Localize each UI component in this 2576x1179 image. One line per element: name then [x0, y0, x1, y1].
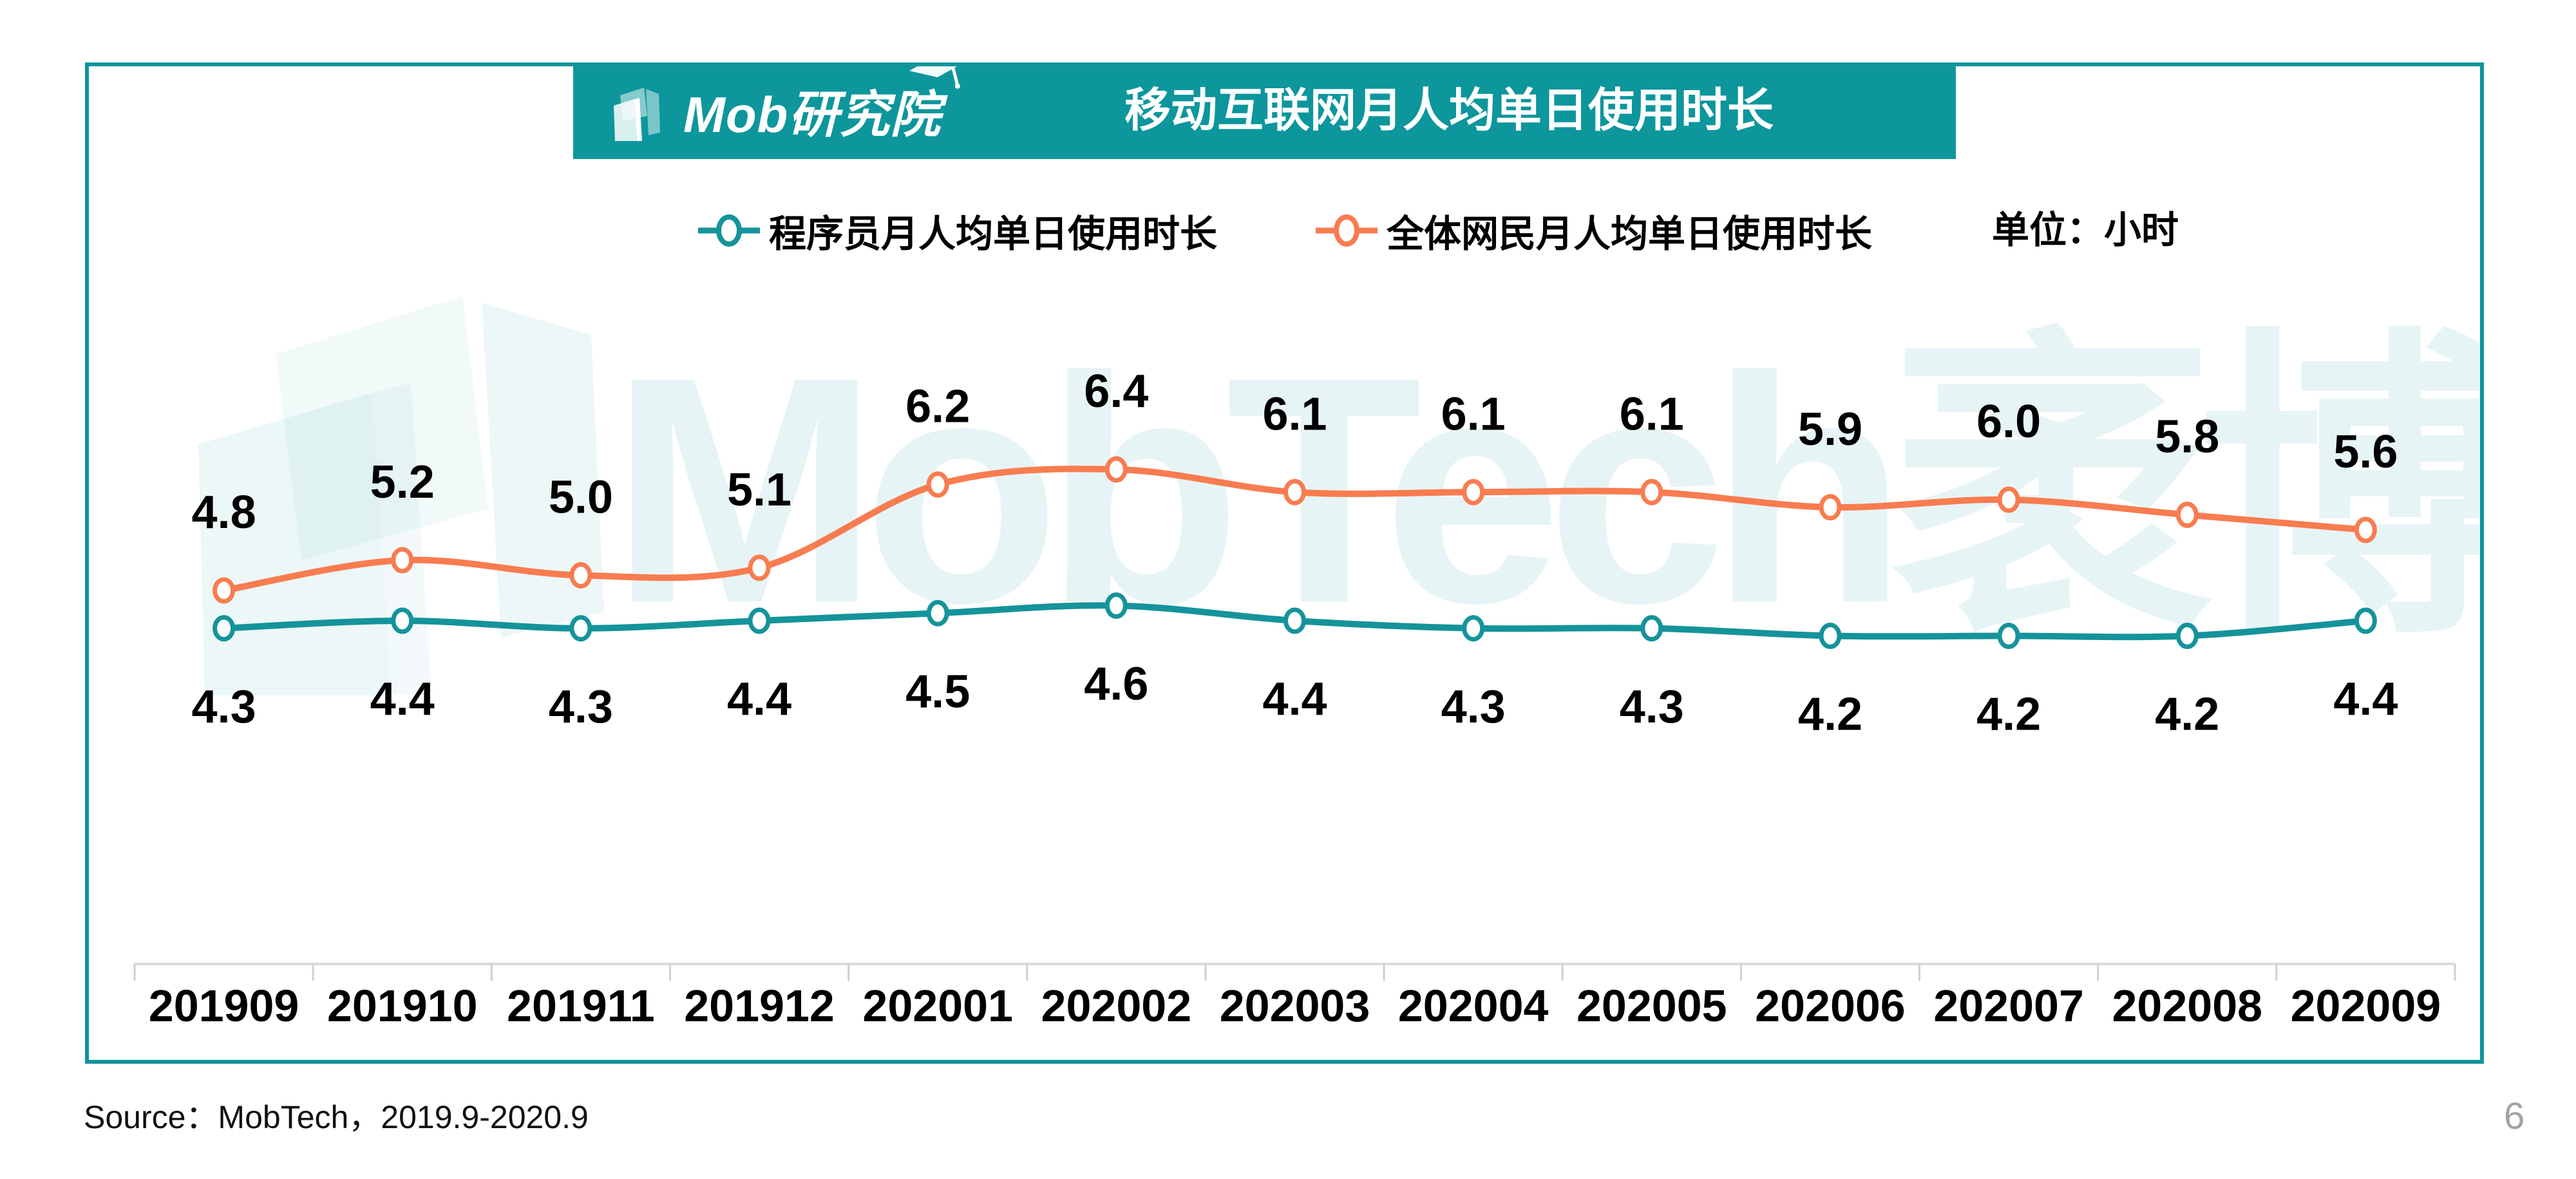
header-banner: Mob研究院 移动互联网月人均单日使用时长: [573, 66, 1956, 159]
data-point-marker: [2175, 623, 2199, 649]
data-point-marker: [748, 554, 771, 581]
x-axis-label: 201909: [149, 981, 299, 1031]
data-label: 5.8: [2155, 411, 2219, 463]
data-point-marker: [2354, 607, 2377, 634]
data-point-marker: [748, 607, 771, 634]
data-label: 4.8: [192, 487, 256, 538]
unit-label: 单位：小时: [1992, 209, 2179, 251]
data-label: 5.6: [2333, 426, 2398, 478]
page-title: 移动互联网月人均单日使用时长: [1124, 85, 1774, 137]
x-axis-label: 202007: [1933, 981, 2084, 1031]
data-point-marker: [1819, 494, 1842, 521]
data-point-marker: [391, 607, 414, 634]
x-axis-label: 201911: [507, 981, 655, 1031]
x-axis-label: 201912: [684, 981, 835, 1031]
data-label: 4.6: [1084, 659, 1148, 710]
data-label: 4.4: [1262, 674, 1327, 725]
data-label: 4.4: [370, 674, 435, 725]
data-label: 4.3: [1441, 681, 1506, 733]
data-label: 5.2: [370, 457, 435, 508]
line-chart: 201909 201910 201911 201912 202001 202002 2020…: [133, 366, 2456, 1031]
data-label: 5.9: [1798, 404, 1862, 455]
data-label: 4.2: [1798, 689, 1862, 740]
data-label: 6.1: [1262, 388, 1327, 440]
data-point-marker: [569, 615, 592, 642]
x-axis-label: 202003: [1220, 981, 1370, 1031]
data-label: 4.5: [905, 666, 970, 717]
legend-item-all-netizens: 全体网民月人均单日使用时长: [1314, 203, 1872, 258]
legend-label-all-netizens: 全体网民月人均单日使用时长: [1387, 213, 1873, 255]
source-note: Source：MobTech，2019.9-2020.9: [84, 1099, 589, 1135]
mob-research-logo: Mob研究院: [609, 66, 963, 146]
data-point-marker: [1640, 615, 1663, 642]
data-point-marker: [2354, 516, 2377, 543]
data-label: 4.2: [1976, 689, 2041, 740]
data-label: 6.4: [1084, 366, 1148, 417]
x-axis-label: 201910: [327, 981, 478, 1031]
orange-line-marker-icon: [1316, 214, 1378, 247]
data-point-marker: [1819, 623, 1842, 649]
data-label: 6.0: [1976, 396, 2041, 448]
data-label: 6.1: [1441, 388, 1506, 440]
page-number: 6: [2504, 1095, 2525, 1137]
legend-item-programmers: 程序员月人均单日使用时长: [697, 203, 1217, 258]
data-point-marker: [2175, 502, 2199, 528]
data-point-marker: [1997, 623, 2020, 649]
x-axis-label: 202001: [862, 981, 1013, 1031]
data-label: 4.4: [2333, 674, 2398, 725]
data-point-marker: [213, 577, 236, 604]
data-label: 4.3: [549, 681, 613, 733]
data-label: 6.2: [905, 381, 970, 433]
teal-line-marker-icon: [698, 214, 760, 247]
x-axis-label: 202009: [2291, 981, 2441, 1031]
data-label: 5.0: [549, 472, 613, 523]
data-point-marker: [1462, 478, 1485, 505]
data-point-marker: [1283, 607, 1306, 634]
data-point-marker: [391, 547, 414, 574]
logo-text: Mob研究院: [683, 86, 942, 143]
data-label: 4.2: [2155, 689, 2219, 740]
data-label: 6.1: [1620, 388, 1684, 440]
mob-building-logo-icon: [614, 88, 660, 141]
data-label: 4.4: [727, 674, 791, 725]
data-label: 4.3: [1620, 681, 1684, 733]
data-point-marker: [1104, 456, 1128, 483]
x-axis-label: 202008: [2112, 981, 2262, 1031]
data-point-marker: [1997, 486, 2020, 513]
x-axis-label: 202004: [1398, 981, 1549, 1031]
legend-label-programmers: 程序员月人均单日使用时长: [769, 213, 1218, 255]
x-axis-label: 202002: [1041, 981, 1192, 1031]
data-point-marker: [569, 562, 592, 589]
x-axis-label: 202005: [1577, 981, 1727, 1031]
data-label: 5.1: [727, 464, 791, 516]
data-label: 4.3: [192, 681, 256, 733]
data-point-marker: [213, 615, 236, 642]
data-point-marker: [926, 471, 949, 498]
graduation-cap-icon: [909, 66, 963, 89]
data-point-marker: [1283, 478, 1306, 505]
report-card: MobTech袤博 Mob研究院 移动互联网月人均单日使用时长: [85, 62, 2484, 1064]
x-axis-label: 202006: [1755, 981, 1906, 1031]
data-point-marker: [1462, 615, 1485, 642]
data-point-marker: [1104, 592, 1128, 619]
watermark-building-icon: [198, 296, 604, 695]
data-point-marker: [926, 599, 949, 627]
data-point-marker: [1640, 478, 1663, 505]
